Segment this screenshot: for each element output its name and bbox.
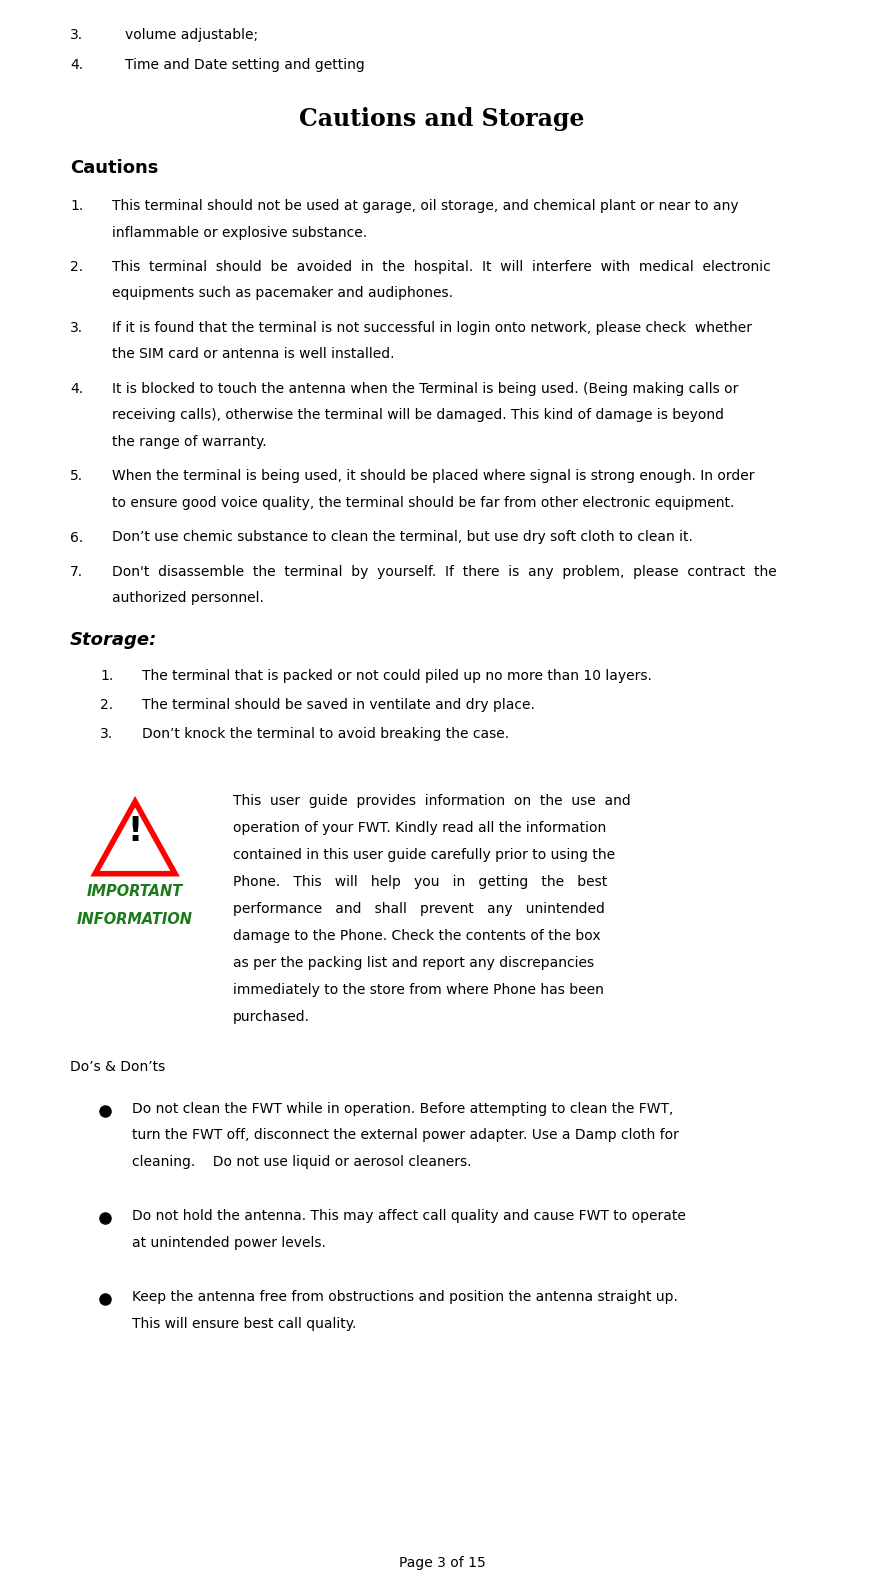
Text: 5.: 5. [70,470,83,483]
Text: purchased.: purchased. [233,1010,310,1024]
Text: Do’s & Don’ts: Do’s & Don’ts [70,1059,165,1073]
Text: equipments such as pacemaker and audiphones.: equipments such as pacemaker and audipho… [112,286,453,300]
Text: Don't  disassemble  the  terminal  by  yourself.  If  there  is  any  problem,  : Don't disassemble the terminal by yourse… [112,565,777,580]
Text: damage to the Phone. Check the contents of the box: damage to the Phone. Check the contents … [233,929,600,943]
Text: 4.: 4. [70,383,83,395]
Text: IMPORTANT: IMPORTANT [87,883,183,899]
Text: If it is found that the terminal is not successful in login onto network, please: If it is found that the terminal is not … [112,321,752,335]
Text: contained in this user guide carefully prior to using the: contained in this user guide carefully p… [233,848,615,862]
Text: This will ensure best call quality.: This will ensure best call quality. [132,1316,356,1331]
Text: 4.: 4. [70,59,83,73]
Text: to ensure good voice quality, the terminal should be far from other electronic e: to ensure good voice quality, the termin… [112,495,735,510]
Text: turn the FWT off, disconnect the external power adapter. Use a Damp cloth for: turn the FWT off, disconnect the externa… [132,1127,679,1142]
Text: cleaning.    Do not use liquid or aerosol cleaners.: cleaning. Do not use liquid or aerosol c… [132,1154,471,1169]
Text: 3.: 3. [100,727,113,740]
Text: Time and Date setting and getting: Time and Date setting and getting [125,59,365,73]
Text: Do not clean the FWT while in operation. Before attempting to clean the FWT,: Do not clean the FWT while in operation.… [132,1102,674,1116]
Text: The terminal should be saved in ventilate and dry place.: The terminal should be saved in ventilat… [142,697,535,711]
Text: Don’t use chemic substance to clean the terminal, but use dry soft cloth to clea: Don’t use chemic substance to clean the … [112,530,693,545]
Text: Phone.   This   will   help   you   in   getting   the   best: Phone. This will help you in getting the… [233,875,607,889]
Text: 2.: 2. [70,260,83,275]
Text: This  user  guide  provides  information  on  the  use  and: This user guide provides information on … [233,794,631,808]
Polygon shape [95,802,175,873]
Text: as per the packing list and report any discrepancies: as per the packing list and report any d… [233,956,594,970]
Text: The terminal that is packed or not could piled up no more than 10 layers.: The terminal that is packed or not could… [142,669,652,683]
Text: 7.: 7. [70,565,83,580]
Text: 2.: 2. [100,697,113,711]
Text: Keep the antenna free from obstructions and position the antenna straight up.: Keep the antenna free from obstructions … [132,1289,678,1304]
Text: receiving calls), otherwise the terminal will be damaged. This kind of damage is: receiving calls), otherwise the terminal… [112,408,724,422]
Text: 3.: 3. [70,29,83,41]
Text: Storage:: Storage: [70,630,157,649]
Text: Page 3 of 15: Page 3 of 15 [399,1556,485,1571]
Text: performance   and   shall   prevent   any   unintended: performance and shall prevent any uninte… [233,902,605,916]
Text: the SIM card or antenna is well installed.: the SIM card or antenna is well installe… [112,348,394,362]
Text: Cautions: Cautions [70,159,158,176]
Text: 6.: 6. [70,530,83,545]
Text: immediately to the store from where Phone has been: immediately to the store from where Phon… [233,983,604,997]
Text: This terminal should not be used at garage, oil storage, and chemical plant or n: This terminal should not be used at gara… [112,198,739,213]
Text: This  terminal  should  be  avoided  in  the  hospital.  It  will  interfere  wi: This terminal should be avoided in the h… [112,260,771,275]
Text: 3.: 3. [70,321,83,335]
Text: operation of your FWT. Kindly read all the information: operation of your FWT. Kindly read all t… [233,821,606,835]
Text: inflammable or explosive substance.: inflammable or explosive substance. [112,225,367,240]
Text: Cautions and Storage: Cautions and Storage [300,106,584,130]
Text: !: ! [127,816,142,848]
Text: 1.: 1. [70,198,83,213]
Text: Do not hold the antenna. This may affect call quality and cause FWT to operate: Do not hold the antenna. This may affect… [132,1208,686,1223]
Text: authorized personnel.: authorized personnel. [112,591,264,605]
Text: the range of warranty.: the range of warranty. [112,435,267,449]
Text: When the terminal is being used, it should be placed where signal is strong enou: When the terminal is being used, it shou… [112,470,755,483]
Text: INFORMATION: INFORMATION [77,912,193,927]
Text: volume adjustable;: volume adjustable; [125,29,258,41]
Text: 1.: 1. [100,669,113,683]
Text: It is blocked to touch the antenna when the Terminal is being used. (Being makin: It is blocked to touch the antenna when … [112,383,738,395]
Text: at unintended power levels.: at unintended power levels. [132,1235,326,1250]
Text: Don’t knock the terminal to avoid breaking the case.: Don’t knock the terminal to avoid breaki… [142,727,509,740]
